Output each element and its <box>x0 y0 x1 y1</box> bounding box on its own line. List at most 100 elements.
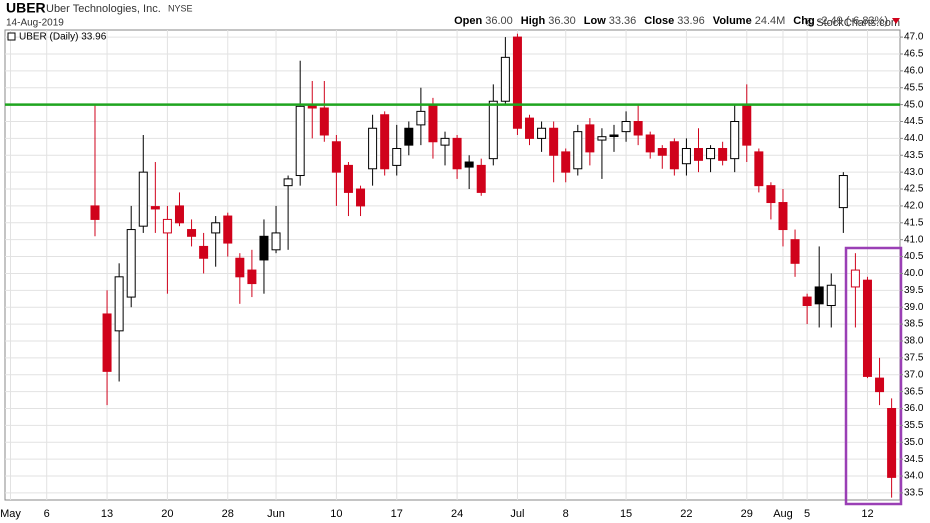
x-tick-label: Jul <box>510 508 524 520</box>
candle-body <box>368 127 378 170</box>
y-tick-label: 37.5 <box>904 352 924 363</box>
x-tick-label: 29 <box>741 508 753 520</box>
legend-icon <box>7 32 16 41</box>
candle-body <box>428 104 438 143</box>
candle-body <box>211 222 221 234</box>
stat-label: Open <box>454 15 482 27</box>
candle-body <box>343 164 353 193</box>
y-tick-label: 33.5 <box>904 488 924 499</box>
candle-body <box>187 229 197 237</box>
candle-body <box>862 279 872 377</box>
candles <box>90 33 897 498</box>
candle-body <box>549 127 559 156</box>
candle-body <box>875 377 885 393</box>
exchange: NYSE <box>168 3 193 13</box>
candle-body <box>730 121 740 160</box>
candle-body <box>174 205 184 224</box>
y-tick-label: 43.0 <box>904 167 924 178</box>
candle-body <box>790 239 800 264</box>
candle-body <box>850 269 860 288</box>
candle-body <box>283 178 293 187</box>
candle-body <box>838 175 848 209</box>
down-arrow <box>892 18 900 24</box>
stat-label: High <box>521 15 546 27</box>
candle-body <box>440 137 450 146</box>
y-tick-label: 35.0 <box>904 437 924 448</box>
candle-body <box>392 148 402 166</box>
candle-body <box>138 171 148 227</box>
candle-body <box>681 148 691 165</box>
y-tick-label: 42.0 <box>904 201 924 212</box>
candle-body <box>742 104 752 146</box>
y-tick-label: 44.5 <box>904 116 924 127</box>
candle-body <box>887 407 897 478</box>
x-tick-label: May <box>0 508 21 520</box>
candle-body <box>645 134 655 153</box>
y-tick-label: 34.5 <box>904 454 924 465</box>
x-tick-label: 28 <box>222 508 234 520</box>
y-tick-label: 35.5 <box>904 420 924 431</box>
y-tick-label: 40.5 <box>904 251 924 262</box>
stat-label: Volume <box>713 15 752 27</box>
grid <box>5 30 900 500</box>
y-tick-label: 37.0 <box>904 369 924 380</box>
candle-body <box>404 127 414 146</box>
candle-body <box>199 245 209 259</box>
candle-body <box>597 136 607 141</box>
candle-body <box>319 107 329 136</box>
stat-value: 24.4M <box>755 15 786 27</box>
candle-body <box>356 188 366 207</box>
y-tick-label: 36.0 <box>904 403 924 414</box>
stat-value: 33.36 <box>609 15 637 27</box>
x-tick-label: 20 <box>161 508 173 520</box>
company-name: Uber Technologies, Inc. <box>46 3 161 15</box>
x-tick-label: 12 <box>861 508 873 520</box>
x-tick-label: 17 <box>391 508 403 520</box>
candle-body <box>693 148 703 161</box>
candle-body <box>488 100 498 160</box>
y-tick-label: 44.0 <box>904 133 924 144</box>
x-tick-label: Jun <box>267 508 285 520</box>
x-tick-label: 8 <box>563 508 569 520</box>
y-tick-label: 41.0 <box>904 234 924 245</box>
legend: UBER (Daily) 33.96 <box>19 32 107 43</box>
candle-body <box>380 114 390 170</box>
candle-body <box>271 232 281 251</box>
candle-body <box>512 36 522 129</box>
x-tick-label: 22 <box>680 508 692 520</box>
date: 14-Aug-2019 <box>6 18 64 29</box>
candle-body <box>669 141 679 170</box>
stat-value: 36.00 <box>485 15 513 27</box>
candle-body <box>754 151 764 187</box>
y-tick-label: 46.0 <box>904 65 924 76</box>
candle-body <box>235 257 245 278</box>
stat-value: 33.96 <box>677 15 705 27</box>
candle-body <box>416 110 426 126</box>
y-tick-label: 47.0 <box>904 32 924 43</box>
candle-body <box>657 148 667 156</box>
candle-body <box>162 218 172 234</box>
y-tick-label: 39.0 <box>904 302 924 313</box>
y-tick-label: 42.5 <box>904 184 924 195</box>
candle-body <box>778 202 788 231</box>
highlight-box <box>844 246 903 506</box>
x-tick-label: 10 <box>330 508 342 520</box>
y-tick-label: 34.0 <box>904 471 924 482</box>
x-tick-label: 6 <box>44 508 50 520</box>
y-tick-label: 40.0 <box>904 268 924 279</box>
candle-body <box>464 161 474 168</box>
y-tick-label: 45.5 <box>904 82 924 93</box>
y-tick-label: 41.5 <box>904 217 924 228</box>
quote-stats: Open 36.00 High 36.30 Low 33.36 Close 33.96 Volu… <box>454 15 888 27</box>
stat-value: -2.49 (-6.83%) <box>818 15 888 27</box>
plot-frame <box>4 29 901 501</box>
candle-body <box>150 206 160 210</box>
stat-label: Low <box>584 15 606 27</box>
candle-body <box>609 134 619 138</box>
candle-body <box>102 313 112 372</box>
candle-body <box>633 121 643 136</box>
credit: © StockCharts.com <box>805 17 900 29</box>
candle-body <box>766 185 776 204</box>
stat-value: 36.30 <box>548 15 576 27</box>
